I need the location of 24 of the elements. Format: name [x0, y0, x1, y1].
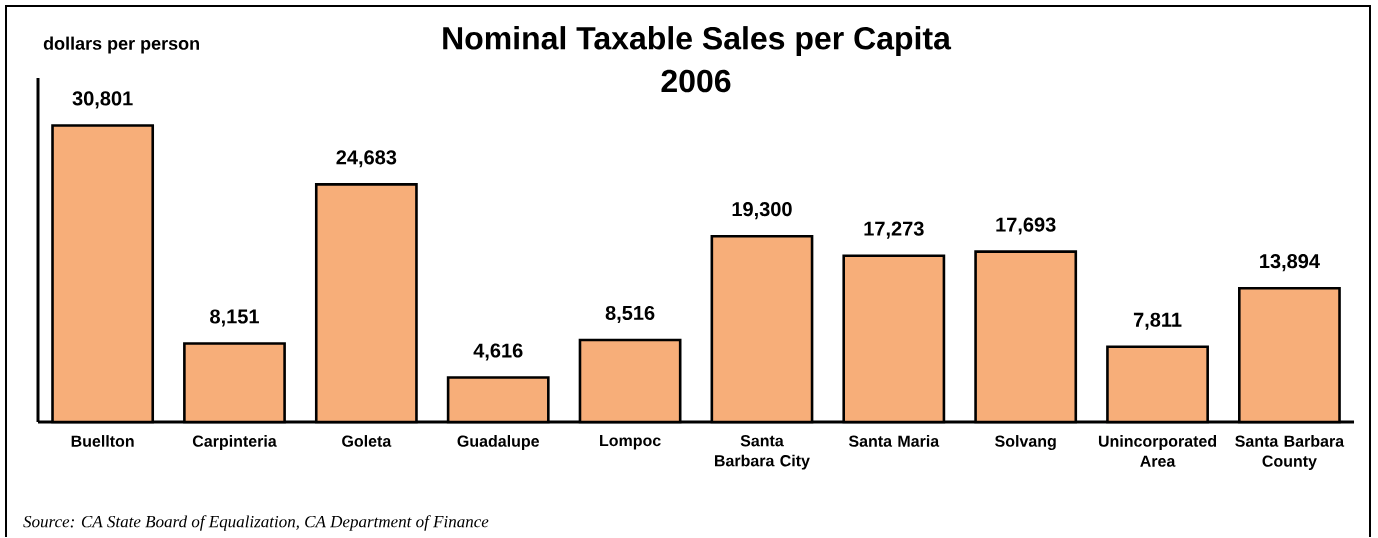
y-axis-title: dollars per person: [43, 36, 199, 54]
x-tick-label: Solvang: [995, 435, 1056, 451]
x-tick-label: Unincorporated Area: [1098, 435, 1217, 467]
data-label: 19,300: [732, 202, 792, 220]
data-label: 24,683: [336, 150, 397, 168]
x-tick-label: Goleta: [342, 435, 392, 447]
data-label: 17,693: [996, 217, 1056, 235]
data-label: 17,273: [864, 221, 924, 239]
x-tick-label: Buellton: [71, 435, 134, 447]
chart-subtitle: 2006: [661, 69, 731, 93]
data-label: 7,811: [1133, 312, 1182, 330]
data-label: 8,151: [210, 309, 259, 327]
x-tick-label: Santa Maria: [848, 435, 940, 447]
x-tick-label: Santa Barbara County: [1235, 435, 1345, 470]
x-tick-label: Carpinteria: [192, 435, 277, 450]
source-note: Source: CA State Board of Equalization, CA Department of Finance: [23, 515, 489, 531]
data-label: 13,894: [1260, 254, 1320, 272]
data-label: 4,616: [473, 343, 523, 361]
data-label: 30,801: [72, 91, 133, 109]
x-tick-label: Guadalupe: [457, 435, 540, 450]
x-tick-label: Santa Barbara City: [715, 435, 810, 470]
x-tick-label: Lompoc: [600, 435, 661, 450]
chart-title: Nominal Taxable Sales per Capita: [443, 26, 952, 56]
data-label: 8,516: [605, 305, 655, 323]
